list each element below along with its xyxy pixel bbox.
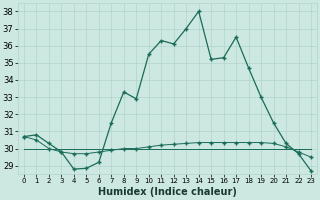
X-axis label: Humidex (Indice chaleur): Humidex (Indice chaleur) — [98, 187, 237, 197]
